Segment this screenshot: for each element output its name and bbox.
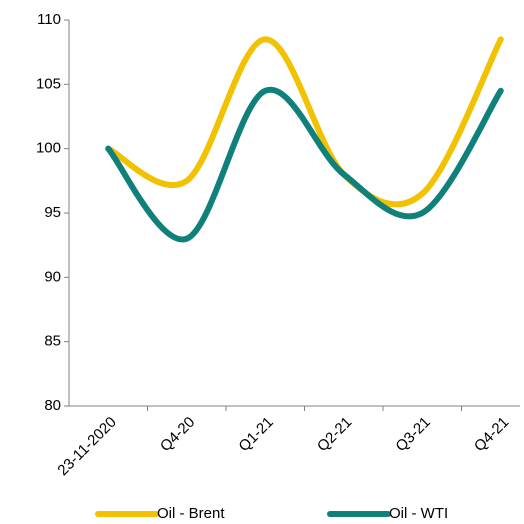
x-tick-label: Q4-21 <box>471 414 513 456</box>
legend-label: Oil - WTI <box>389 505 448 522</box>
y-tick-label: 95 <box>44 204 61 221</box>
x-tick-label: Q2-21 <box>314 414 356 456</box>
x-tick-label: 23-11-2020 <box>54 414 119 479</box>
series-line <box>105 36 504 208</box>
y-tick-label: 100 <box>36 140 61 157</box>
x-tick-label: Q4-20 <box>157 414 199 456</box>
y-tick-label: 85 <box>44 333 61 350</box>
x-tick-label: Q3-21 <box>392 414 434 456</box>
series-line <box>105 86 504 243</box>
y-tick-label: 105 <box>36 75 61 92</box>
y-tick-label: 90 <box>44 268 61 285</box>
legend-label: Oil - Brent <box>157 505 225 522</box>
x-tick-label: Q1-21 <box>235 414 277 456</box>
y-tick-label: 80 <box>44 397 61 414</box>
y-tick-label: 110 <box>37 11 61 28</box>
